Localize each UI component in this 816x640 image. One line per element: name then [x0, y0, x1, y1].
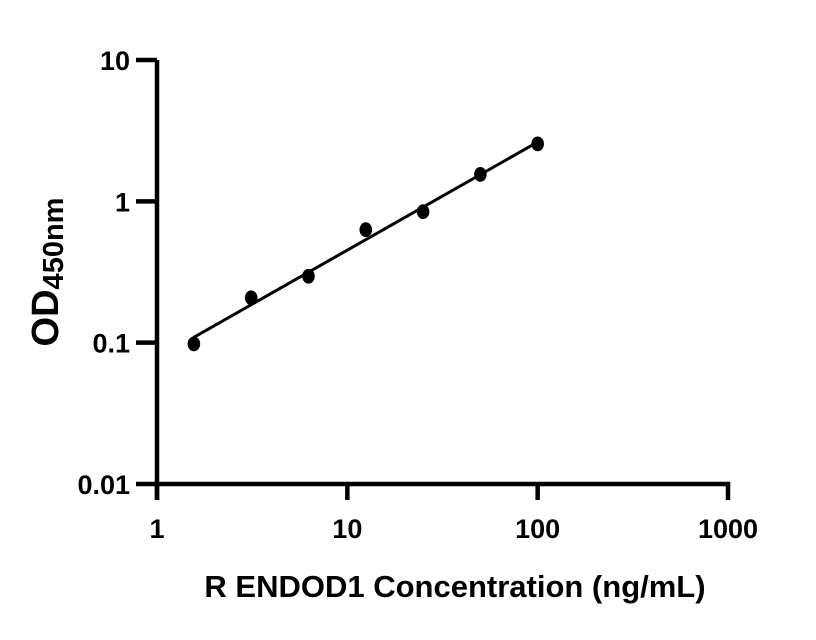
x-axis-title: R ENDOD1 Concentration (ng/mL) — [204, 569, 705, 604]
trend-line — [192, 140, 540, 339]
y-axis-title: OD450nm — [25, 198, 70, 347]
plot-layer — [187, 136, 544, 352]
data-point — [531, 136, 544, 152]
x-tick-label: 10 — [332, 514, 362, 544]
y-axis-title-sub: 450nm — [38, 198, 70, 290]
x-tick-label: 1000 — [698, 514, 758, 544]
y-tick-label: 10 — [100, 46, 130, 76]
data-point — [359, 222, 373, 238]
tick-label-layer: 10 1 0.1 0.01 1 10 100 1000 — [77, 46, 758, 544]
data-point — [187, 336, 201, 352]
y-tick-label: 0.01 — [77, 470, 130, 500]
y-tick-label: 0.1 — [92, 329, 130, 359]
data-point — [244, 290, 258, 306]
x-tick-label: 100 — [515, 514, 560, 544]
data-point — [302, 268, 315, 284]
data-point — [474, 167, 487, 182]
data-point — [416, 204, 430, 220]
axes-layer — [136, 57, 731, 500]
y-axis-title-main: OD — [25, 289, 67, 346]
y-tick-label: 1 — [115, 187, 130, 217]
x-tick-label: 1 — [149, 514, 164, 544]
